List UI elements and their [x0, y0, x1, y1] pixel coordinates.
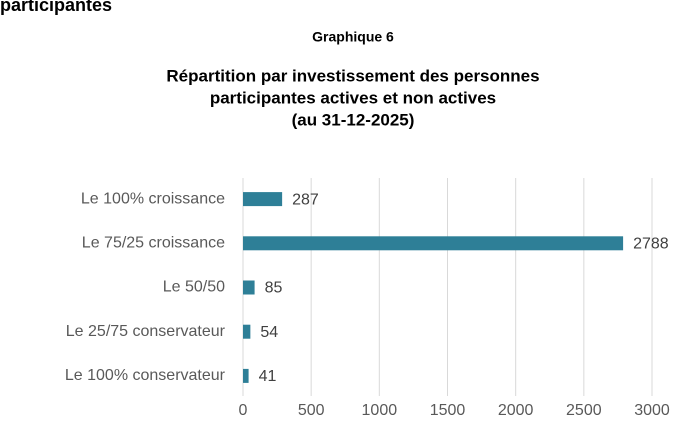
x-tick-label: 0	[239, 402, 248, 419]
value-label: 54	[260, 324, 278, 341]
value-label: 85	[265, 280, 283, 297]
bar	[243, 280, 255, 295]
chart-label: Graphique 6	[312, 29, 394, 45]
bar	[243, 192, 283, 207]
category-label: Le 100% croissance	[81, 190, 225, 207]
x-tick-label: 3000	[634, 402, 670, 419]
value-label: 41	[259, 368, 277, 385]
category-label: Le 75/25 croissance	[82, 235, 225, 252]
category-label: Le 100% conservateur	[65, 367, 226, 384]
x-tick-label: 1000	[362, 402, 398, 419]
bar	[243, 368, 249, 383]
bar	[243, 236, 624, 251]
chart-title: (au 31-12-2025)	[292, 110, 415, 129]
category-label: Le 25/75 conservateur	[66, 323, 226, 340]
x-tick-label: 1500	[430, 402, 466, 419]
category-label: Le 50/50	[163, 279, 225, 296]
chart-title: participantes actives et non actives	[210, 88, 496, 107]
header: participantes	[0, 0, 112, 15]
value-label: 2788	[633, 236, 669, 253]
x-tick-label: 2500	[566, 402, 602, 419]
chart-title: Répartition par investissement des perso…	[166, 66, 539, 85]
value-label: 287	[292, 191, 319, 208]
bar	[243, 324, 251, 339]
x-tick-label: 2000	[498, 402, 534, 419]
x-tick-label: 500	[298, 402, 325, 419]
